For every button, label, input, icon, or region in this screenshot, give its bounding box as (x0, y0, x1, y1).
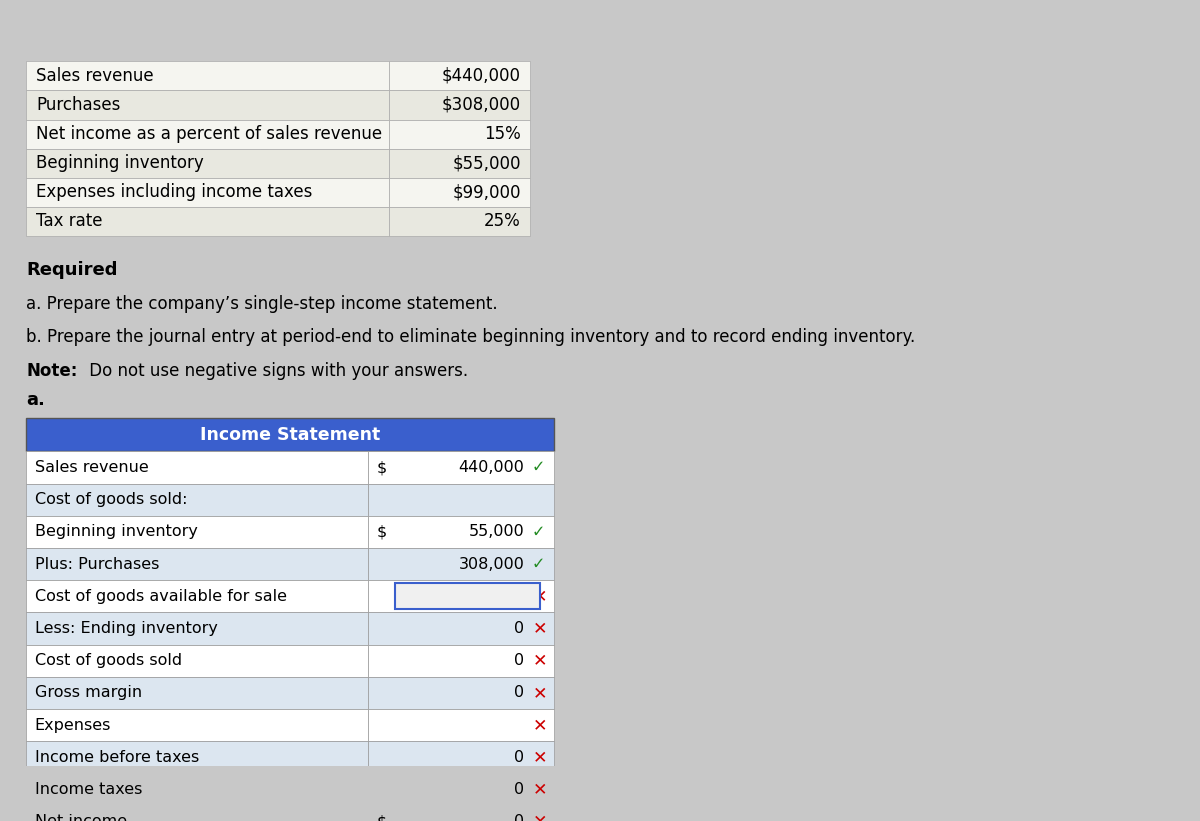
Text: $308,000: $308,000 (442, 96, 521, 114)
Text: ✓: ✓ (532, 460, 545, 475)
FancyBboxPatch shape (368, 677, 554, 709)
FancyBboxPatch shape (368, 612, 554, 644)
Text: Cost of goods available for sale: Cost of goods available for sale (35, 589, 287, 604)
Text: $: $ (377, 814, 388, 821)
Text: Note:: Note: (26, 362, 78, 380)
FancyBboxPatch shape (368, 580, 554, 612)
FancyBboxPatch shape (389, 178, 530, 207)
Text: 0: 0 (515, 782, 524, 797)
FancyBboxPatch shape (26, 207, 389, 236)
Text: 15%: 15% (484, 125, 521, 143)
Text: $55,000: $55,000 (452, 154, 521, 172)
Text: $440,000: $440,000 (442, 67, 521, 85)
Text: a. Prepare the company’s single-step income statement.: a. Prepare the company’s single-step inc… (26, 295, 498, 313)
Text: 25%: 25% (484, 213, 521, 231)
FancyBboxPatch shape (26, 709, 368, 741)
FancyBboxPatch shape (26, 90, 389, 120)
Text: 0: 0 (515, 814, 524, 821)
Text: Beginning inventory: Beginning inventory (36, 154, 204, 172)
FancyBboxPatch shape (26, 452, 368, 484)
Text: ✕: ✕ (533, 748, 547, 766)
Text: Gross margin: Gross margin (35, 686, 142, 700)
Text: Expenses including income taxes: Expenses including income taxes (36, 183, 312, 201)
FancyBboxPatch shape (368, 644, 554, 677)
Text: Net income as a percent of sales revenue: Net income as a percent of sales revenue (36, 125, 382, 143)
Text: ✕: ✕ (533, 587, 547, 605)
FancyBboxPatch shape (368, 484, 554, 516)
Text: $: $ (377, 525, 388, 539)
Text: Less: Ending inventory: Less: Ending inventory (35, 621, 217, 636)
Text: ✕: ✕ (533, 716, 547, 734)
FancyBboxPatch shape (368, 548, 554, 580)
Text: 0: 0 (515, 621, 524, 636)
Text: ✕: ✕ (533, 652, 547, 670)
FancyBboxPatch shape (368, 773, 554, 805)
FancyBboxPatch shape (26, 548, 368, 580)
Text: Sales revenue: Sales revenue (35, 460, 149, 475)
Text: Do not use negative signs with your answers.: Do not use negative signs with your answ… (84, 362, 468, 380)
Text: $: $ (377, 460, 388, 475)
Text: Sales revenue: Sales revenue (36, 67, 154, 85)
Text: a.: a. (26, 391, 46, 409)
Text: Expenses: Expenses (35, 718, 112, 732)
FancyBboxPatch shape (389, 120, 530, 149)
FancyBboxPatch shape (389, 90, 530, 120)
Text: Net income: Net income (35, 814, 127, 821)
Text: Tax rate: Tax rate (36, 213, 102, 231)
Text: b. Prepare the journal entry at period-end to eliminate beginning inventory and : b. Prepare the journal entry at period-e… (26, 328, 916, 346)
Text: 0: 0 (515, 654, 524, 668)
Text: 0: 0 (515, 686, 524, 700)
FancyBboxPatch shape (26, 580, 368, 612)
FancyBboxPatch shape (368, 516, 554, 548)
FancyBboxPatch shape (368, 805, 554, 821)
FancyBboxPatch shape (368, 741, 554, 773)
Text: Beginning inventory: Beginning inventory (35, 525, 198, 539)
FancyBboxPatch shape (368, 709, 554, 741)
FancyBboxPatch shape (26, 62, 389, 90)
Text: 55,000: 55,000 (469, 525, 524, 539)
FancyBboxPatch shape (26, 418, 554, 452)
Text: Cost of goods sold:: Cost of goods sold: (35, 493, 187, 507)
Text: ✕: ✕ (533, 813, 547, 821)
Text: ✓: ✓ (532, 557, 545, 571)
FancyBboxPatch shape (26, 484, 368, 516)
Text: 308,000: 308,000 (458, 557, 524, 571)
FancyBboxPatch shape (26, 612, 368, 644)
Text: ✕: ✕ (533, 781, 547, 799)
Text: ✕: ✕ (533, 620, 547, 638)
Text: Income Statement: Income Statement (200, 425, 380, 443)
FancyBboxPatch shape (26, 516, 368, 548)
Text: Income taxes: Income taxes (35, 782, 142, 797)
FancyBboxPatch shape (26, 149, 389, 178)
Text: Required: Required (26, 260, 118, 278)
Text: Cost of goods sold: Cost of goods sold (35, 654, 182, 668)
FancyBboxPatch shape (26, 773, 368, 805)
Text: Purchases: Purchases (36, 96, 120, 114)
Text: ✓: ✓ (532, 525, 545, 539)
FancyBboxPatch shape (26, 120, 389, 149)
FancyBboxPatch shape (26, 644, 368, 677)
Text: ✕: ✕ (533, 684, 547, 702)
FancyBboxPatch shape (26, 741, 368, 773)
FancyBboxPatch shape (26, 178, 389, 207)
FancyBboxPatch shape (389, 207, 530, 236)
Text: Income before taxes: Income before taxes (35, 750, 199, 765)
Text: $99,000: $99,000 (452, 183, 521, 201)
FancyBboxPatch shape (368, 452, 554, 484)
FancyBboxPatch shape (26, 805, 368, 821)
FancyBboxPatch shape (395, 584, 540, 609)
FancyBboxPatch shape (389, 62, 530, 90)
Text: Plus: Purchases: Plus: Purchases (35, 557, 160, 571)
Text: 0: 0 (515, 750, 524, 765)
Text: 440,000: 440,000 (458, 460, 524, 475)
FancyBboxPatch shape (26, 677, 368, 709)
FancyBboxPatch shape (389, 149, 530, 178)
